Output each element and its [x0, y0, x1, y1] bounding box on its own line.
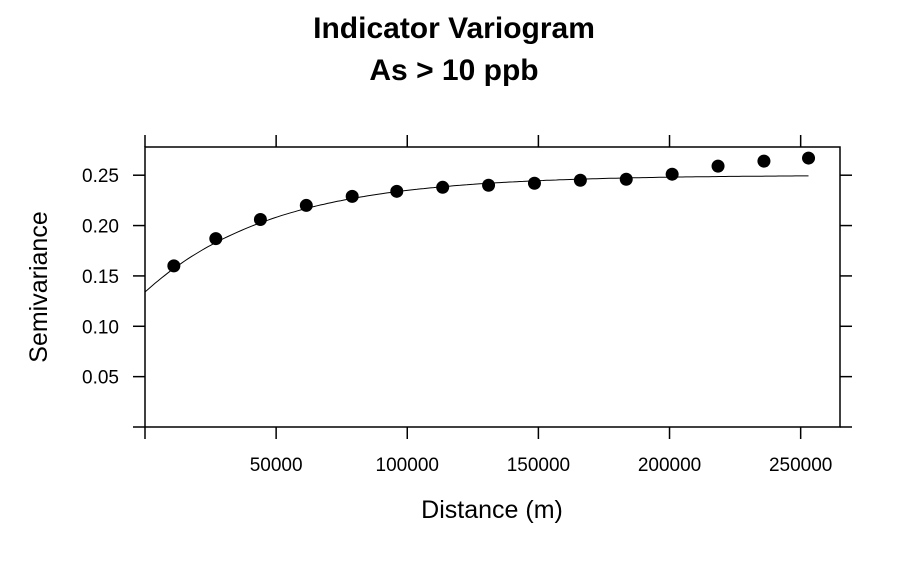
- y-axis: 0.05 0.10 0.15 0.20 0.25: [82, 166, 852, 428]
- data-point: [711, 159, 725, 173]
- x-axis: 50000 100000 150000 200000 250000: [144, 135, 832, 476]
- x-tick-label: 150000: [507, 455, 570, 476]
- data-point: [482, 178, 496, 192]
- chart-title: Indicator Variogram: [313, 12, 595, 45]
- data-point: [436, 180, 450, 194]
- fitted-model-curve: [144, 175, 809, 293]
- data-point: [573, 173, 587, 187]
- data-point: [390, 184, 404, 198]
- data-point: [167, 259, 181, 273]
- x-tick-label: 200000: [638, 455, 701, 476]
- data-point: [209, 232, 223, 246]
- y-axis-label: Semivariance: [25, 211, 53, 362]
- x-tick-label: 100000: [376, 455, 439, 476]
- data-point: [253, 213, 267, 227]
- data-point: [619, 172, 633, 186]
- y-tick-label: 0.25: [82, 166, 119, 187]
- x-tick-label: 250000: [769, 455, 832, 476]
- chart-subtitle: As > 10 ppb: [369, 54, 538, 87]
- y-tick-label: 0.15: [82, 267, 119, 288]
- x-tick-label: 50000: [250, 455, 303, 476]
- data-point: [299, 198, 313, 212]
- y-tick-label: 0.05: [82, 368, 119, 389]
- data-point: [802, 151, 816, 165]
- data-point: [345, 189, 359, 203]
- y-tick-label: 0.20: [82, 217, 119, 238]
- data-point: [527, 176, 541, 190]
- y-tick-label: 0.10: [82, 317, 119, 338]
- data-points: [167, 151, 816, 273]
- data-point: [757, 154, 771, 168]
- data-point: [665, 167, 679, 181]
- plot-frame: [144, 146, 841, 428]
- x-axis-label: Distance (m): [421, 496, 563, 524]
